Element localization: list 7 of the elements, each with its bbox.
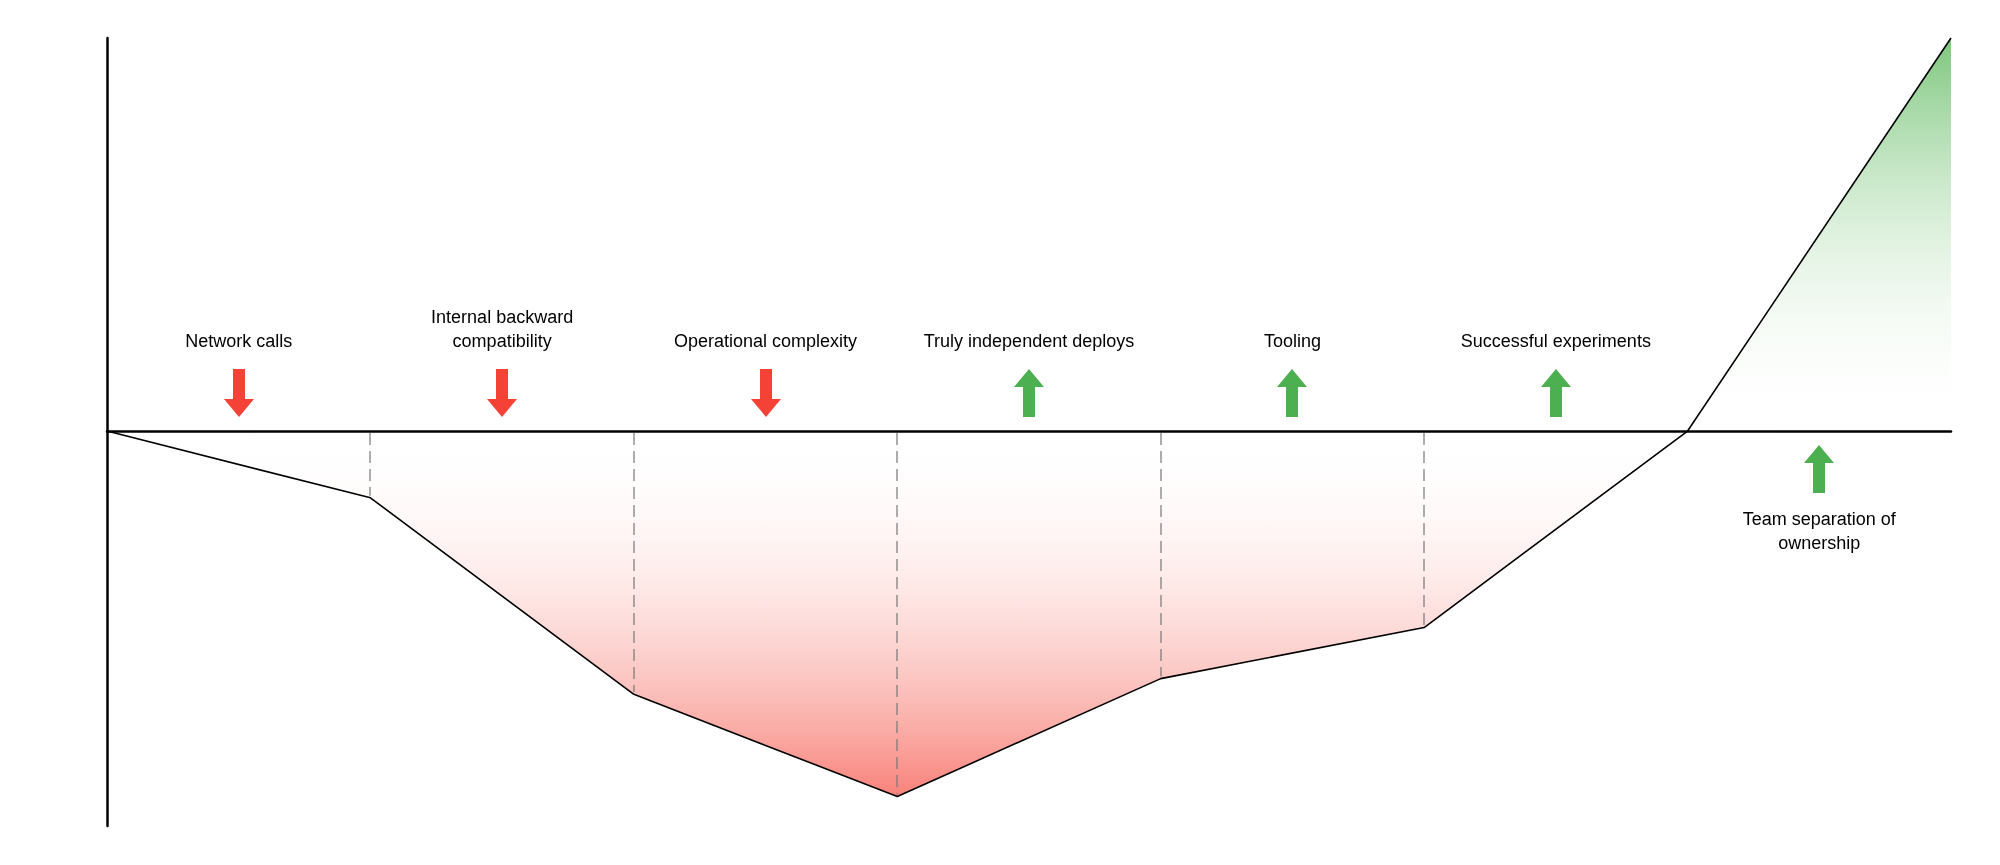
annotation: Internal backward compatibility (430, 306, 575, 354)
annotation: Team separation of ownership (1741, 508, 1897, 555)
annotation: Successful experiments (1459, 330, 1652, 354)
annotation: Tooling (1262, 330, 1322, 354)
annotation: Network calls (184, 330, 294, 354)
annotation: Truly independent deploys (922, 330, 1136, 354)
annotation: Operational complexity (673, 330, 859, 354)
